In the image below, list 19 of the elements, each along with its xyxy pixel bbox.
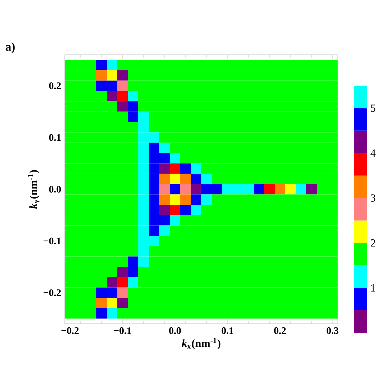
x-tick-label: 0.0 (169, 328, 182, 334)
x-axis-title: k$_{x}$(nm$^{-1}$) (182, 338, 221, 350)
text: a) (6, 42, 15, 54)
y-tick-label: −0.2 (44, 290, 62, 296)
color-bar-label: 2 (371, 240, 376, 247)
y-tick-label: 0.1 (49, 134, 61, 142)
color-bar-label: 4 (370, 150, 376, 157)
y-tick-label: −0.1 (44, 238, 61, 245)
x-tick-label: 0.2 (274, 328, 286, 334)
y-tick-label: 0.0 (49, 186, 62, 193)
y-tick-label: 0.2 (49, 82, 62, 90)
y-axis-title: k$_{y}$(nm$^{-1}$) (28, 170, 40, 209)
color-bar-label: 3 (371, 194, 376, 202)
color-bar-label: 5 (371, 104, 376, 112)
x-tick-label: 0.3 (326, 328, 339, 334)
x-tick-label: −0.2 (62, 328, 79, 334)
x-tick-label: −0.1 (114, 328, 132, 334)
color-bar-label: 1 (371, 284, 376, 292)
x-tick-label: 0.1 (222, 328, 234, 334)
